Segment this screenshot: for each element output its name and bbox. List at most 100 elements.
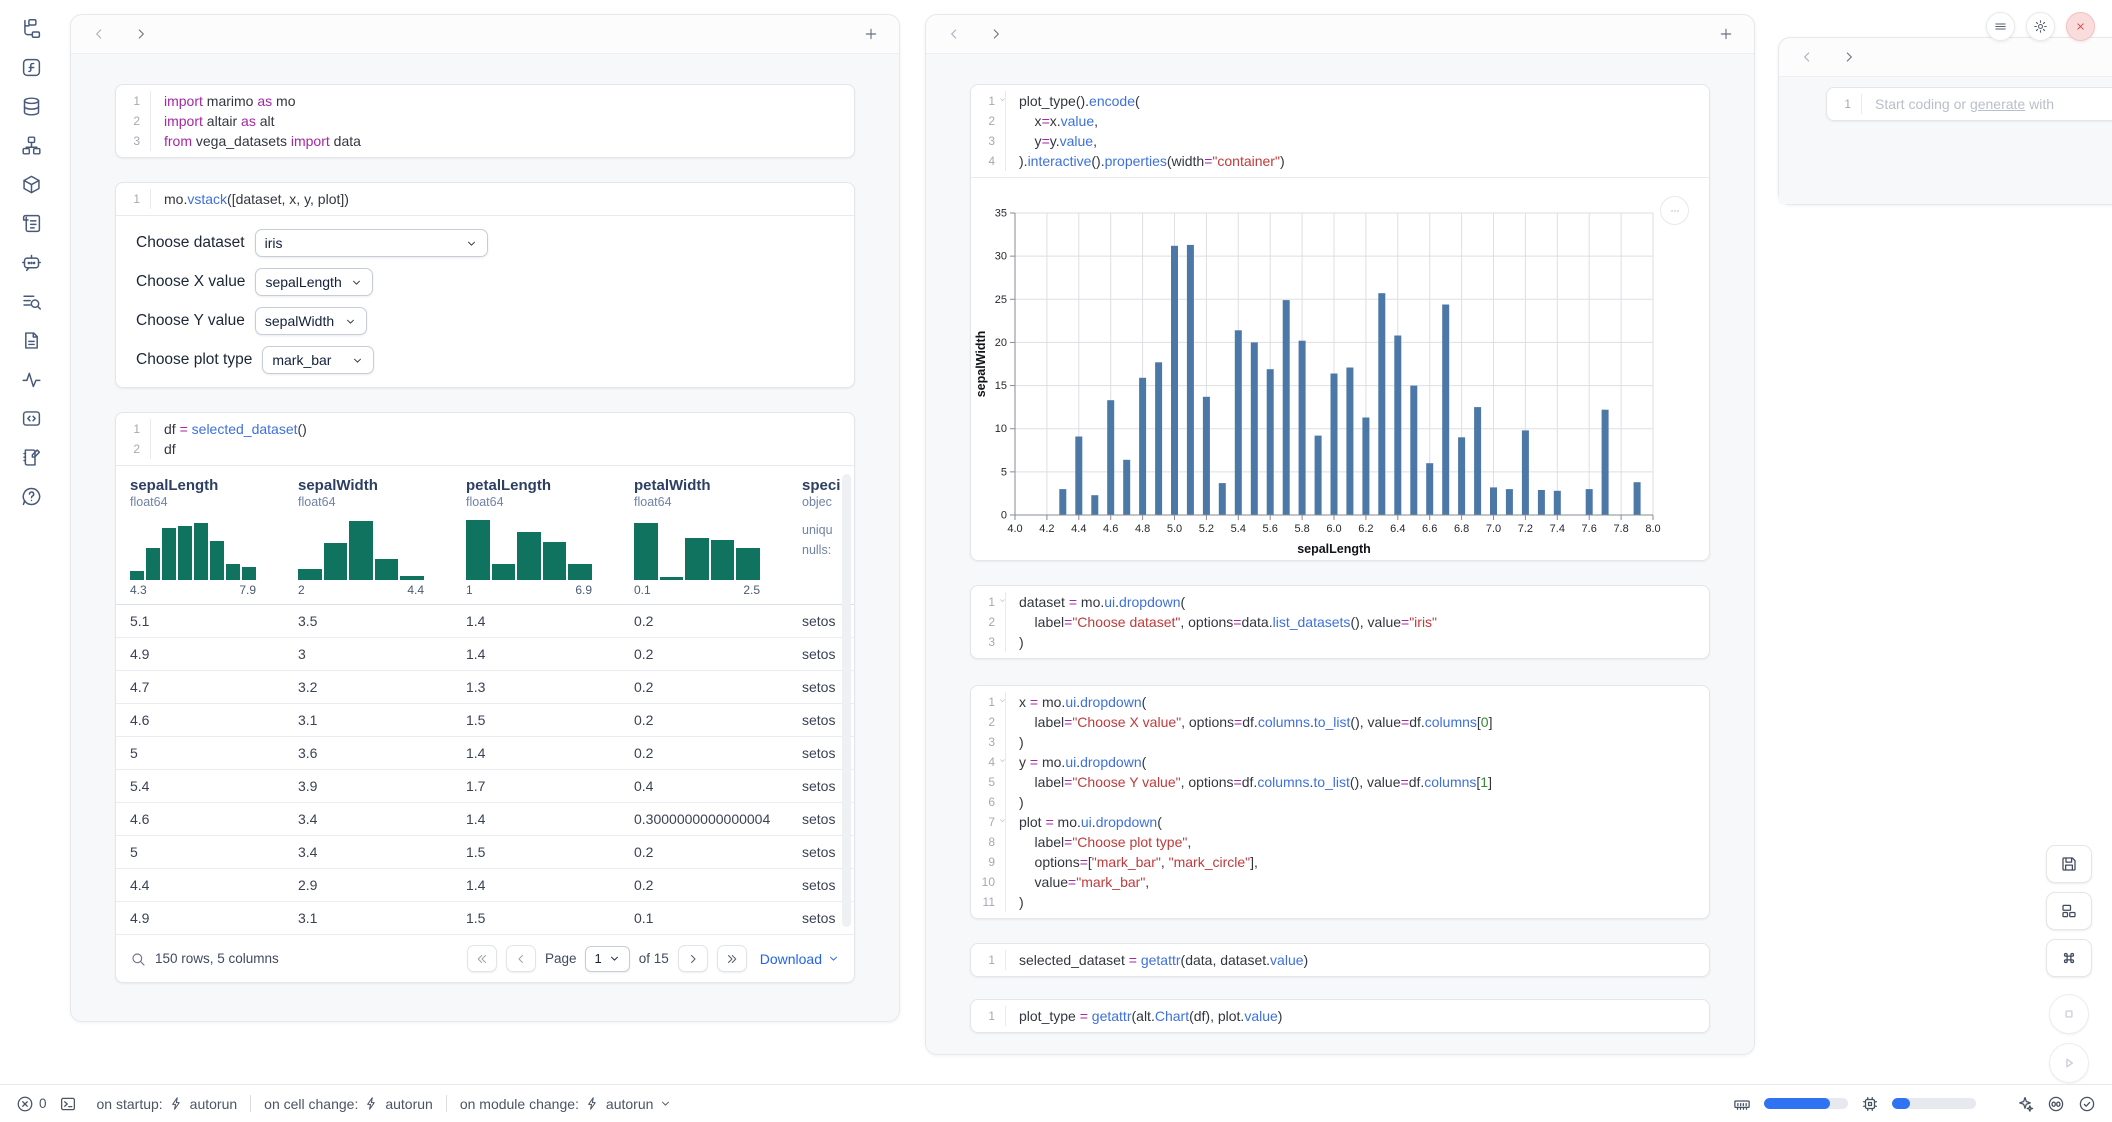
fold-chevron-icon[interactable] — [998, 756, 1007, 765]
code-editor[interactable]: 1selected_dataset = getattr(data, datase… — [971, 944, 1709, 976]
sidebar-help-button[interactable] — [19, 484, 44, 509]
plus-icon — [863, 26, 879, 42]
sidebar-tracing-button[interactable] — [19, 367, 44, 392]
dataframe-table: sepalLengthfloat644.37.9sepalWidthfloat6… — [116, 466, 854, 935]
svg-text:sepalLength: sepalLength — [1297, 542, 1371, 556]
terminal-button[interactable] — [59, 1095, 77, 1113]
config-value: autorun — [385, 1096, 432, 1112]
sidebar-scratchpad-button[interactable] — [19, 289, 44, 314]
chevron-right-icon — [988, 26, 1004, 42]
search-icon[interactable] — [130, 951, 146, 967]
empty-code-cell[interactable]: 1 Start coding or generate with — [1826, 87, 2112, 121]
stop-button[interactable] — [2049, 994, 2089, 1034]
column-header-petalLength[interactable]: petalLengthfloat6416.9 — [452, 466, 620, 604]
table-row[interactable]: 53.61.40.2setos — [116, 737, 854, 770]
fold-chevron-icon[interactable] — [998, 816, 1007, 825]
panel-back-button[interactable] — [1799, 49, 1815, 65]
sidebar-database-button[interactable] — [19, 94, 44, 119]
next-page-button[interactable] — [678, 945, 708, 972]
panel-forward-button[interactable] — [133, 26, 149, 42]
table-row[interactable]: 5.43.91.70.4setos — [116, 770, 854, 803]
notebook-scroll-area[interactable]: 1import marimo as mo2import altair as al… — [71, 53, 899, 1021]
code-line: 1mo.vstack([dataset, x, y, plot]) — [116, 189, 854, 209]
table-scrollbar[interactable] — [842, 474, 851, 927]
sidebar-logs-button[interactable] — [19, 211, 44, 236]
panel-forward-button[interactable] — [988, 26, 1004, 42]
table-row[interactable]: 4.931.40.2setos — [116, 638, 854, 671]
svg-text:10: 10 — [995, 423, 1007, 435]
svg-text:7.0: 7.0 — [1486, 523, 1501, 535]
sidebar-chatbot-button[interactable] — [19, 250, 44, 275]
errors-button[interactable]: 0 — [16, 1095, 47, 1113]
run-button[interactable] — [2049, 1043, 2089, 1083]
table-row[interactable]: 4.42.91.40.2setos — [116, 869, 854, 902]
column-header-sepalWidth[interactable]: sepalWidthfloat6424.4 — [284, 466, 452, 604]
code-editor[interactable]: 1df = selected_dataset()2df — [116, 413, 854, 465]
code-editor[interactable]: 1plot_type().encode(2 x=x.value,3 y=y.va… — [971, 85, 1709, 177]
page-select[interactable]: 1 — [585, 946, 629, 972]
fold-chevron-icon[interactable] — [998, 95, 1007, 104]
fold-chevron-icon[interactable] — [998, 596, 1007, 605]
table-row[interactable]: 4.63.11.50.2setos — [116, 704, 854, 737]
settings-button[interactable] — [2026, 12, 2055, 41]
code-editor[interactable]: 1mo.vstack([dataset, x, y, plot]) — [116, 183, 854, 215]
chart-actions-button[interactable] — [1660, 196, 1689, 225]
keyboard-shortcuts-button[interactable] — [2046, 939, 2092, 977]
previous-page-button[interactable] — [506, 945, 536, 972]
sidebar-documentation-button[interactable] — [19, 328, 44, 353]
sidebar-file-tree-button[interactable] — [19, 16, 44, 41]
runtime-config-item[interactable]: on module change:autorun — [460, 1096, 673, 1112]
sidebar-function-button[interactable] — [19, 55, 44, 80]
first-page-button[interactable] — [467, 945, 497, 972]
panel-back-button[interactable] — [946, 26, 962, 42]
column-header-sepalLength[interactable]: sepalLengthfloat644.37.9 — [116, 466, 284, 604]
table-row[interactable]: 4.73.21.30.2setos — [116, 671, 854, 704]
fold-chevron-icon[interactable] — [998, 696, 1007, 705]
panel-forward-button[interactable] — [1841, 49, 1857, 65]
menu-button[interactable] — [1986, 12, 2015, 41]
notebook-scroll-area[interactable]: 1plot_type().encode(2 x=x.value,3 y=y.va… — [926, 53, 1754, 1054]
connection-status-button[interactable] — [2078, 1095, 2096, 1113]
y-value-select[interactable]: sepalWidth — [255, 307, 367, 335]
last-page-button[interactable] — [717, 945, 747, 972]
table-row[interactable]: 4.63.41.40.3000000000000004setos — [116, 803, 854, 836]
generate-link[interactable]: generate — [1970, 96, 2025, 112]
column-type: float64 — [130, 495, 284, 509]
x-value-select[interactable]: sepalLength — [255, 268, 372, 296]
panel-back-button[interactable] — [91, 26, 107, 42]
add-cell-button[interactable] — [863, 26, 879, 42]
code-placeholder[interactable]: Start coding or generate with — [1861, 94, 2112, 114]
copilot-button[interactable] — [2047, 1095, 2065, 1113]
code-line: 1x = mo.ui.dropdown( — [971, 692, 1709, 712]
code-line: 5 label="Choose Y value", options=df.col… — [971, 772, 1709, 792]
table-row[interactable]: 5.13.51.40.2setos — [116, 605, 854, 638]
table-cell: 0.2 — [620, 712, 788, 728]
sidebar-notebook-button[interactable] — [19, 445, 44, 470]
dataset-select[interactable]: iris — [255, 229, 488, 257]
download-button[interactable]: Download — [760, 951, 840, 967]
svg-text:25: 25 — [995, 294, 1007, 306]
table-row[interactable]: 53.41.50.2setos — [116, 836, 854, 869]
table-row[interactable]: 4.93.11.50.1setos — [116, 902, 854, 935]
code-editor[interactable]: 1plot_type = getattr(alt.Chart(df), plot… — [971, 1000, 1709, 1032]
svg-text:15: 15 — [995, 380, 1007, 392]
plot-type-select[interactable]: mark_bar — [262, 346, 374, 374]
sidebar-snippets-button[interactable] — [19, 406, 44, 431]
cell-xy-plot-dropdowns: 1x = mo.ui.dropdown(2 label="Choose X va… — [970, 685, 1710, 919]
runtime-config-item[interactable]: on startup:autorun — [97, 1096, 238, 1112]
ai-sparkles-button[interactable] — [2016, 1095, 2034, 1113]
sidebar-dependency-graph-button[interactable] — [19, 133, 44, 158]
runtime-config-item[interactable]: on cell change:autorun — [264, 1096, 433, 1112]
layout-button[interactable] — [2046, 892, 2092, 930]
column-header-petalWidth[interactable]: petalWidthfloat640.12.5 — [620, 466, 788, 604]
code-editor[interactable]: 1dataset = mo.ui.dropdown(2 label="Choos… — [971, 586, 1709, 658]
cell-dataframe: 1df = selected_dataset()2df sepalLengthf… — [115, 412, 855, 983]
control-row-x-value: Choose X valuesepalLength — [136, 268, 834, 296]
code-editor[interactable]: 1import marimo as mo2import altair as al… — [116, 85, 854, 157]
sidebar-package-button[interactable] — [19, 172, 44, 197]
code-editor[interactable]: 1x = mo.ui.dropdown(2 label="Choose X va… — [971, 686, 1709, 918]
svg-text:6.6: 6.6 — [1422, 523, 1437, 535]
add-cell-button[interactable] — [1718, 26, 1734, 42]
close-button[interactable] — [2066, 12, 2095, 41]
save-button[interactable] — [2046, 845, 2092, 883]
